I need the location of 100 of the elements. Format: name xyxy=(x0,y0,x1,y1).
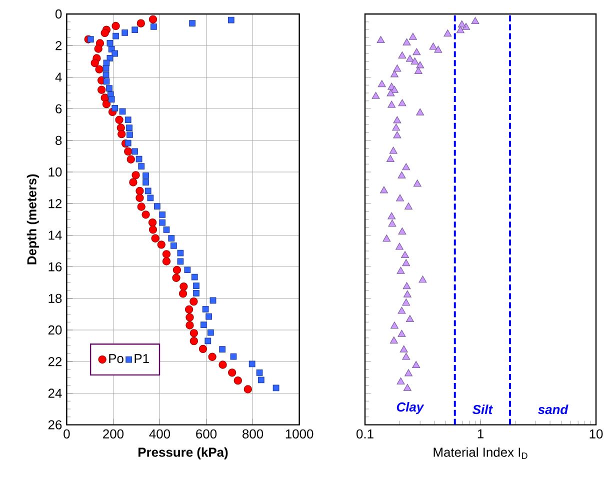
annotation: sand xyxy=(538,404,568,414)
point xyxy=(126,124,132,131)
point xyxy=(177,250,184,256)
point xyxy=(172,274,180,282)
x-tick-label: 1000 xyxy=(286,429,314,438)
point xyxy=(244,385,252,394)
point xyxy=(126,155,135,164)
point xyxy=(272,384,280,392)
y-tick-label: 6 xyxy=(56,104,62,114)
point xyxy=(198,344,208,354)
y-tick-label: 2 xyxy=(56,41,62,50)
point xyxy=(157,240,166,249)
point xyxy=(126,132,133,138)
point xyxy=(162,257,171,266)
point xyxy=(132,148,138,155)
point xyxy=(180,282,188,291)
point xyxy=(193,290,200,296)
point xyxy=(95,65,104,74)
point xyxy=(124,116,132,124)
point xyxy=(186,313,194,322)
y-axis-title: Depth (meters) xyxy=(26,174,39,264)
point xyxy=(102,65,110,72)
point xyxy=(159,219,166,226)
point xyxy=(112,32,119,40)
point xyxy=(98,86,106,94)
point xyxy=(207,329,214,336)
y-tick-label: 24 xyxy=(48,388,62,398)
point xyxy=(136,156,142,162)
x-tick-label: 0.1 xyxy=(356,429,374,438)
point xyxy=(218,360,227,369)
point xyxy=(228,16,234,24)
y-tick-label: 18 xyxy=(48,294,62,303)
point xyxy=(170,242,177,249)
y-tick-label: 26 xyxy=(48,420,62,430)
point xyxy=(136,186,144,196)
point xyxy=(142,210,150,219)
y-tick-label: 10 xyxy=(48,167,62,177)
point xyxy=(190,329,198,338)
point xyxy=(142,179,149,186)
point xyxy=(234,376,242,385)
point xyxy=(190,336,198,346)
point xyxy=(178,290,188,298)
point xyxy=(136,19,145,28)
x-axis-title: Material Index I$_{D}$ xyxy=(434,447,528,459)
point xyxy=(124,147,132,156)
point xyxy=(94,44,102,53)
y-tick-label: 14 xyxy=(48,230,62,240)
point xyxy=(136,194,144,202)
point xyxy=(204,338,212,344)
point xyxy=(100,28,109,38)
point xyxy=(112,104,118,112)
point xyxy=(148,15,158,24)
x-tick-label: 600 xyxy=(196,429,217,438)
point xyxy=(193,282,200,289)
y-tick-label: 8 xyxy=(56,136,62,145)
point xyxy=(147,194,154,202)
point xyxy=(132,26,138,33)
y-tick-label: 20 xyxy=(48,325,62,335)
point xyxy=(172,266,182,274)
point xyxy=(219,346,226,352)
point xyxy=(108,96,115,103)
point xyxy=(118,130,126,138)
point xyxy=(129,178,138,186)
point xyxy=(191,274,198,280)
point xyxy=(142,172,149,179)
point xyxy=(144,188,152,194)
point xyxy=(228,368,236,377)
point xyxy=(206,313,212,320)
point xyxy=(112,22,120,30)
point xyxy=(189,20,196,27)
point xyxy=(190,297,198,306)
x-tick-label: 200 xyxy=(103,429,124,438)
point xyxy=(106,85,112,92)
point xyxy=(124,140,132,146)
point xyxy=(106,55,114,62)
y-tick-label: 0 xyxy=(55,9,62,19)
point xyxy=(258,376,264,384)
point xyxy=(122,29,128,36)
x-tick-label: 0 xyxy=(64,429,70,438)
x-tick-label: 10 xyxy=(590,429,603,438)
point xyxy=(90,58,99,68)
point xyxy=(137,202,146,211)
annotation: Clay xyxy=(396,402,424,414)
legend-label: P1 xyxy=(134,354,149,364)
point xyxy=(159,211,166,218)
point xyxy=(210,297,216,304)
point xyxy=(148,218,157,227)
point xyxy=(102,100,111,108)
point xyxy=(184,266,191,273)
point xyxy=(148,226,158,234)
x-tick-label: 400 xyxy=(149,429,170,438)
point xyxy=(102,72,110,78)
point xyxy=(138,163,145,170)
point xyxy=(150,23,157,30)
point xyxy=(208,352,216,361)
point xyxy=(202,306,209,312)
point xyxy=(177,258,184,265)
x-tick-label: 1 xyxy=(478,429,484,438)
point xyxy=(168,235,175,242)
point xyxy=(230,353,237,360)
